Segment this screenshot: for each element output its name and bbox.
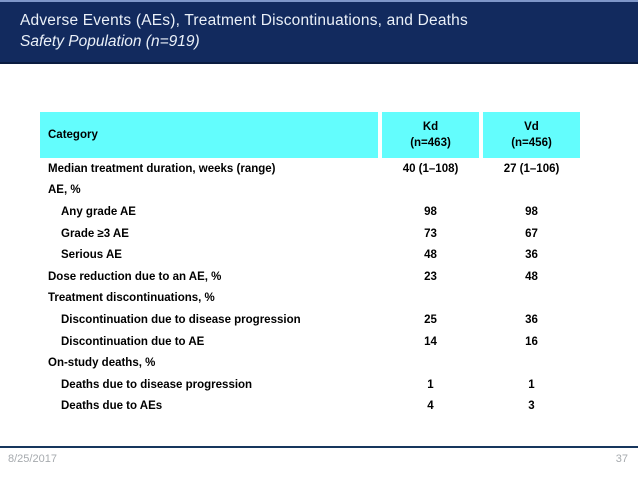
row-vd-value: 36 <box>525 249 538 262</box>
row-vd-value: 48 <box>525 270 538 283</box>
row-kd-value: 48 <box>424 249 437 262</box>
row-kd-value: 14 <box>424 335 437 348</box>
footer-divider <box>0 446 638 448</box>
footer-page-number: 37 <box>615 453 628 465</box>
table-row-4: Serious AE 48 36 <box>40 244 580 266</box>
row-vd-value: 67 <box>525 227 538 240</box>
table-row-11: Deaths due to AEs 4 3 <box>40 396 580 418</box>
footer-date: 8/25/2017 <box>8 453 57 465</box>
row-vd-value: 36 <box>525 313 538 326</box>
slide-subtitle: Safety Population (n=919) <box>20 33 200 50</box>
table-row-5: Dose reduction due to an AE, % 23 48 <box>40 266 580 288</box>
column-header-kd-n: (n=463) <box>410 137 451 149</box>
row-kd-value: 98 <box>424 205 437 218</box>
table-row-7: Discontinuation due to disease progressi… <box>40 309 580 331</box>
table-row-2: Any grade AE 98 98 <box>40 201 580 223</box>
row-category-label: AE, % <box>48 184 81 197</box>
row-kd-value: 40 (1–108) <box>402 162 459 175</box>
column-header-vd: Vd (n=456) <box>483 112 580 158</box>
table-row-8: Discontinuation due to AE 14 16 <box>40 331 580 353</box>
row-category-label: Grade ≥3 AE <box>61 227 129 240</box>
slide-footer: 8/25/2017 37 <box>0 453 638 465</box>
row-kd-value: 23 <box>424 270 437 283</box>
slide-title: Adverse Events (AEs), Treatment Disconti… <box>20 12 468 29</box>
table-body: Median treatment duration, weeks (range)… <box>40 158 580 417</box>
table-row-10: Deaths due to disease progression 1 1 <box>40 374 580 396</box>
column-header-kd: Kd (n=463) <box>382 112 479 158</box>
row-vd-value: 1 <box>528 378 535 391</box>
row-vd-value: 98 <box>525 205 538 218</box>
row-kd-value: 73 <box>424 227 437 240</box>
adverse-events-table: Category Kd (n=463) Vd (n=456) Median tr… <box>40 112 580 417</box>
row-category-label: Deaths due to disease progression <box>61 378 253 391</box>
table-header-row: Category Kd (n=463) Vd (n=456) <box>40 112 580 158</box>
row-category-label: On-study deaths, % <box>48 357 156 370</box>
row-category-label: Serious AE <box>61 249 122 262</box>
table-row-6: Treatment discontinuations, % <box>40 288 580 310</box>
row-vd-value: 3 <box>528 400 535 413</box>
row-category-label: Median treatment duration, weeks (range) <box>48 162 276 175</box>
column-header-vd-n: (n=456) <box>511 137 552 149</box>
table-row-1: AE, % <box>40 180 580 202</box>
column-header-category: Category <box>40 112 378 158</box>
row-category-label: Discontinuation due to disease progressi… <box>61 313 301 326</box>
row-kd-value: 25 <box>424 313 437 326</box>
slide-title-banner: Adverse Events (AEs), Treatment Disconti… <box>0 0 638 64</box>
row-kd-value: 1 <box>427 378 434 391</box>
column-header-kd-name: Kd <box>422 121 439 133</box>
row-vd-value: 16 <box>525 335 538 348</box>
column-header-vd-name: Vd <box>524 121 539 133</box>
row-category-label: Deaths due to AEs <box>61 400 163 413</box>
row-category-label: Treatment discontinuations, % <box>48 292 215 305</box>
row-category-label: Dose reduction due to an AE, % <box>48 270 222 283</box>
table-row-9: On-study deaths, % <box>40 352 580 374</box>
row-kd-value: 4 <box>427 400 434 413</box>
table-row-0: Median treatment duration, weeks (range)… <box>40 158 580 180</box>
table-row-3: Grade ≥3 AE 73 67 <box>40 223 580 245</box>
row-category-label: Any grade AE <box>61 205 136 218</box>
row-vd-value: 27 (1–106) <box>503 162 560 175</box>
row-category-label: Discontinuation due to AE <box>61 335 205 348</box>
